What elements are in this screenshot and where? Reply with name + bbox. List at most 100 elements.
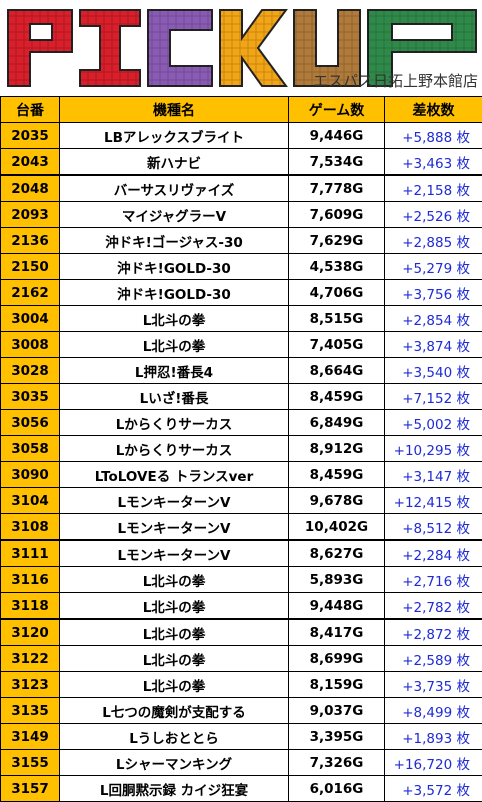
game-count-cell: 7,326G (289, 750, 385, 776)
diff-medals-cell: +2,885 枚 (385, 228, 482, 254)
machine-number-cell: 3120 (1, 619, 60, 646)
machine-number-cell: 2093 (1, 202, 60, 228)
diff-medals-cell: +3,756 枚 (385, 280, 482, 306)
diff-medals-cell: +10,295 枚 (385, 436, 482, 462)
diff-medals-cell: +1,893 枚 (385, 724, 482, 750)
machine-name-cell: L北斗の拳 (60, 567, 289, 593)
diff-medals-cell: +16,720 枚 (385, 750, 482, 776)
game-count-cell: 8,627G (289, 540, 385, 567)
diff-medals-cell: +2,782 枚 (385, 593, 482, 620)
machine-name-cell: マイジャグラーV (60, 202, 289, 228)
game-count-cell: 8,515G (289, 306, 385, 332)
game-count-cell: 9,448G (289, 593, 385, 620)
diff-medals-cell: +3,463 枚 (385, 149, 482, 176)
machine-name-cell: LモンキーターンV (60, 540, 289, 567)
machine-name-cell: Lうしおととら (60, 724, 289, 750)
game-count-cell: 8,159G (289, 672, 385, 698)
machine-number-cell: 2150 (1, 254, 60, 280)
machine-number-cell: 3111 (1, 540, 60, 567)
machine-number-cell: 3116 (1, 567, 60, 593)
machine-name-cell: 沖ドキ!ゴージャス-30 (60, 228, 289, 254)
machine-number-cell: 2035 (1, 123, 60, 149)
diff-medals-cell: +2,526 枚 (385, 202, 482, 228)
header-machine-name: 機種名 (60, 97, 289, 123)
machine-number-cell: 3056 (1, 410, 60, 436)
store-name: エスパス日拓上野本館店 (313, 70, 478, 91)
game-count-cell: 5,893G (289, 567, 385, 593)
game-count-cell: 8,417G (289, 619, 385, 646)
logo-letter-k (220, 10, 286, 86)
header-game-count: ゲーム数 (289, 97, 385, 123)
diff-medals-cell: +8,512 枚 (385, 514, 482, 541)
diff-medals-cell: +3,147 枚 (385, 462, 482, 488)
diff-medals-cell: +2,872 枚 (385, 619, 482, 646)
game-count-cell: 9,037G (289, 698, 385, 724)
game-count-cell: 7,609G (289, 202, 385, 228)
machine-number-cell: 3157 (1, 776, 60, 802)
game-count-cell: 8,664G (289, 358, 385, 384)
game-count-cell: 10,402G (289, 514, 385, 541)
machine-name-cell: バーサスリヴァイズ (60, 175, 289, 202)
diff-medals-cell: +3,572 枚 (385, 776, 482, 802)
machine-number-cell: 2048 (1, 175, 60, 202)
machine-name-cell: L押忍!番長4 (60, 358, 289, 384)
header-diff-medals: 差枚数 (385, 97, 482, 123)
machine-name-cell: LモンキーターンV (60, 488, 289, 514)
machine-name-cell: 沖ドキ!GOLD-30 (60, 280, 289, 306)
machine-number-cell: 3123 (1, 672, 60, 698)
game-count-cell: 4,706G (289, 280, 385, 306)
machine-number-cell: 3155 (1, 750, 60, 776)
machine-name-cell: L北斗の拳 (60, 672, 289, 698)
machine-name-cell: Lシャーマンキング (60, 750, 289, 776)
game-count-cell: 8,912G (289, 436, 385, 462)
diff-medals-cell: +2,284 枚 (385, 540, 482, 567)
game-count-cell: 4,538G (289, 254, 385, 280)
machine-name-cell: L北斗の拳 (60, 332, 289, 358)
game-count-cell: 9,678G (289, 488, 385, 514)
game-count-cell: 7,629G (289, 228, 385, 254)
diff-medals-cell: +5,002 枚 (385, 410, 482, 436)
game-count-cell: 8,699G (289, 646, 385, 672)
machine-number-cell: 3058 (1, 436, 60, 462)
machine-number-cell: 3035 (1, 384, 60, 410)
machine-name-cell: 沖ドキ!GOLD-30 (60, 254, 289, 280)
diff-medals-cell: +2,716 枚 (385, 567, 482, 593)
game-count-cell: 7,778G (289, 175, 385, 202)
machine-number-cell: 3008 (1, 332, 60, 358)
diff-medals-cell: +3,874 枚 (385, 332, 482, 358)
game-count-cell: 7,405G (289, 332, 385, 358)
machine-name-cell: L北斗の拳 (60, 593, 289, 620)
machine-number-cell: 3108 (1, 514, 60, 541)
machine-name-cell: L北斗の拳 (60, 619, 289, 646)
logo-letter-p1 (8, 10, 72, 86)
machine-name-cell: Lからくりサーカス (60, 436, 289, 462)
machine-name-cell: L北斗の拳 (60, 646, 289, 672)
game-count-cell: 8,459G (289, 384, 385, 410)
game-count-cell: 3,395G (289, 724, 385, 750)
diff-medals-cell: +3,540 枚 (385, 358, 482, 384)
machine-number-cell: 2043 (1, 149, 60, 176)
